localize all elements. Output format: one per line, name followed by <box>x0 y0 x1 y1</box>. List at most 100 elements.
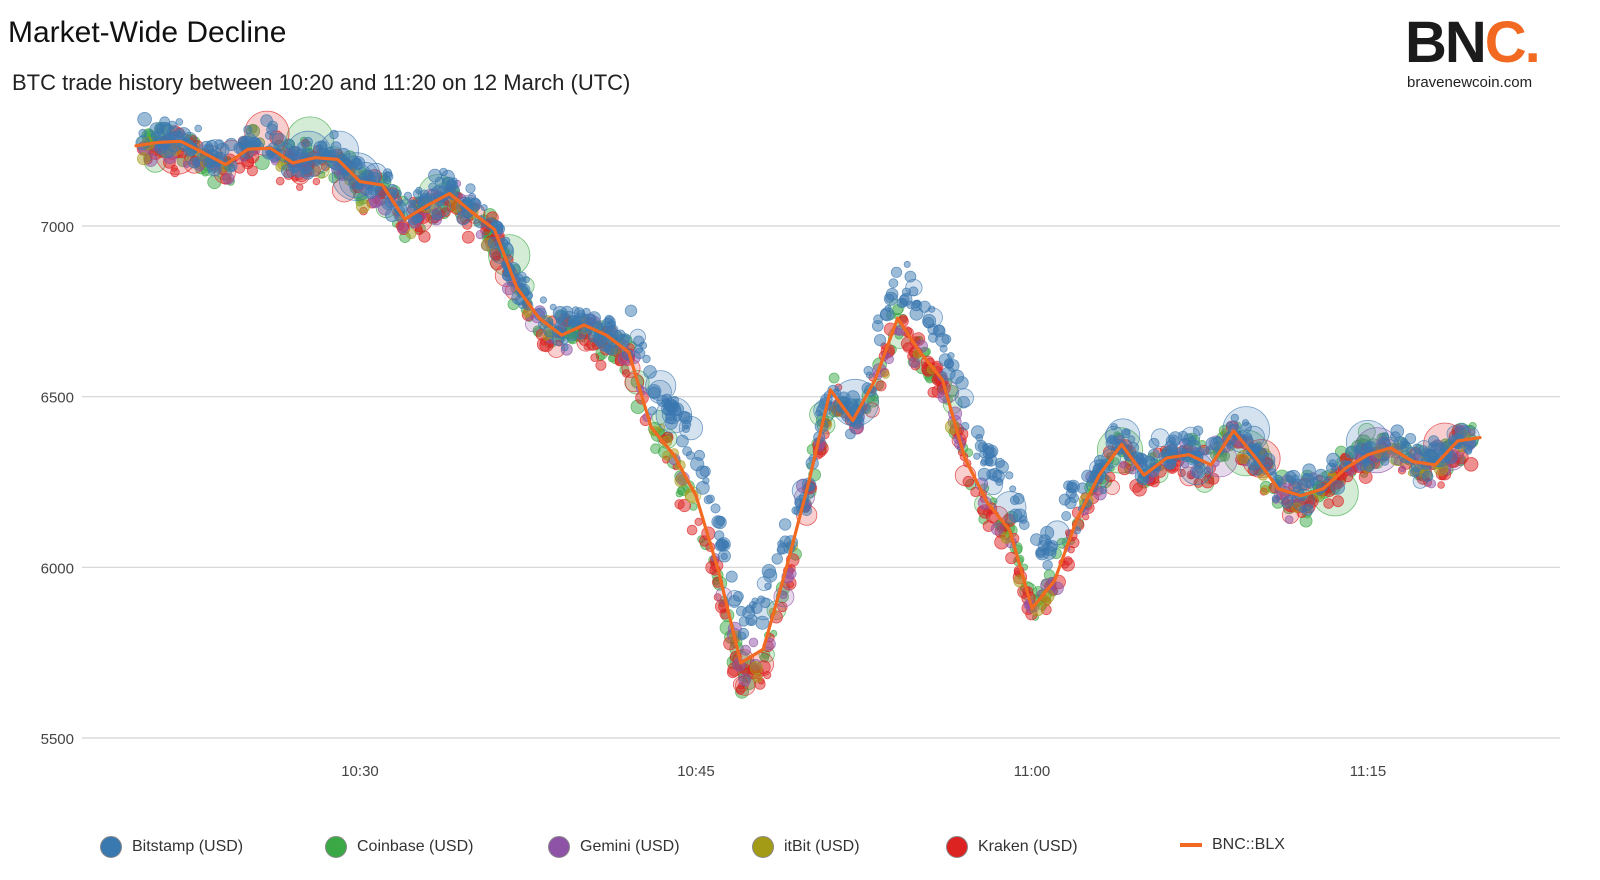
trade-dot-bitstamp <box>1009 495 1020 506</box>
trade-dot-kraken <box>677 498 692 513</box>
legend-dot-swatch <box>946 836 968 858</box>
trade-dot-bitstamp <box>431 209 443 221</box>
legend-item[interactable]: Gemini (USD) <box>548 836 680 858</box>
trade-dot-bitstamp <box>904 270 917 283</box>
trade-dot-kraken <box>246 165 258 177</box>
trade-dot-bitstamp <box>522 275 530 283</box>
trade-dot-itbit <box>1260 485 1271 496</box>
trade-dot-kraken <box>461 230 475 244</box>
trade-dot-bitstamp <box>267 120 279 132</box>
trade-dot-bitstamp <box>1042 559 1053 571</box>
trade-dot-bitstamp <box>885 293 895 303</box>
trade-dot-bitstamp <box>137 112 152 127</box>
trade-dot-bitstamp <box>624 304 638 318</box>
trade-dot-gemini <box>990 522 1004 536</box>
x-tick-label: 11:15 <box>1350 763 1386 780</box>
trade-dot-gemini <box>475 230 485 240</box>
trade-dot-bitstamp <box>1400 438 1408 447</box>
trade-dot-bitstamp <box>984 456 994 467</box>
logo-mark-main: BN <box>1405 10 1487 75</box>
trade-dot-bitstamp <box>1230 413 1239 423</box>
trade-dot-bitstamp <box>386 183 398 195</box>
trade-dot-bitstamp <box>791 506 800 515</box>
legend-label: BNC::BLX <box>1212 836 1285 853</box>
trade-dot-bitstamp <box>661 404 683 425</box>
trade-dot-bitstamp <box>871 320 884 332</box>
trade-dot-bitstamp <box>228 164 236 172</box>
y-tick-label: 5500 <box>41 731 74 748</box>
trade-dot-bitstamp <box>873 333 887 347</box>
trade-dot-coinbase <box>828 372 840 384</box>
trade-dot-bitstamp <box>604 315 616 328</box>
trade-dot-bitstamp <box>884 304 892 312</box>
trade-dot-bitstamp <box>737 627 750 640</box>
trade-dot-bitstamp <box>586 314 596 323</box>
trade-dot-bitstamp <box>1064 497 1077 510</box>
trade-dot-kraken <box>1437 481 1445 489</box>
trade-dot-bitstamp <box>1061 510 1072 521</box>
trade-dot-bitstamp <box>1381 432 1389 440</box>
trade-dot-bitstamp <box>224 137 238 152</box>
trade-dot-bitstamp <box>480 204 488 212</box>
trade-dot-bitstamp <box>297 141 307 152</box>
legend-item[interactable]: BNC::BLX <box>1180 836 1285 854</box>
trade-dot-bitstamp <box>970 425 985 439</box>
trade-dot-bitstamp <box>941 334 952 345</box>
trade-dot-itbit <box>355 199 371 214</box>
trade-dot-bitstamp <box>351 158 363 170</box>
trade-dot-bitstamp <box>567 315 581 329</box>
trade-dot-kraken <box>170 164 178 172</box>
trade-dot-bitstamp <box>714 530 725 541</box>
trade-dot-bitstamp <box>720 552 728 561</box>
trade-dot-bitstamp <box>913 299 922 307</box>
trade-dot-itbit <box>406 229 417 240</box>
trade-dot-bitstamp <box>973 452 981 460</box>
trade-dot-bitstamp <box>560 305 574 319</box>
trade-dot-bitstamp <box>927 323 939 335</box>
trade-dot-bitstamp <box>539 296 548 304</box>
trade-dot-bitstamp <box>1005 471 1014 480</box>
trade-dot-itbit <box>881 370 890 379</box>
legend-dot-swatch <box>100 836 122 858</box>
x-tick-label: 11:00 <box>1014 763 1050 780</box>
trade-dot-bitstamp <box>1203 466 1211 474</box>
legend-item[interactable]: itBit (USD) <box>752 836 860 858</box>
chart-subtitle: BTC trade history between 10:20 and 11:2… <box>12 70 631 95</box>
trade-dot-bitstamp <box>1292 474 1300 482</box>
trade-dot-bitstamp <box>1109 437 1118 445</box>
trade-dot-bitstamp <box>845 428 856 440</box>
trade-dot-bitstamp <box>214 139 225 150</box>
trade-dot-kraken <box>1323 498 1334 509</box>
legend-item[interactable]: Kraken (USD) <box>946 836 1078 858</box>
logo-mark: BNC. <box>1405 14 1585 72</box>
trade-dot-bitstamp <box>1099 486 1108 495</box>
trade-dot-gemini <box>893 327 902 336</box>
legend-item[interactable]: Coinbase (USD) <box>325 836 473 858</box>
chart-title: Market-Wide Decline <box>8 16 287 49</box>
trade-dot-bitstamp <box>1412 473 1428 489</box>
trade-dot-gemini <box>1398 465 1406 473</box>
trade-dot-bitstamp <box>726 590 743 607</box>
trade-dot-bitstamp <box>1345 445 1358 459</box>
trade-dot-bitstamp <box>1127 435 1136 444</box>
trade-dot-kraken <box>1332 495 1344 508</box>
trade-dot-bitstamp <box>715 515 726 526</box>
trade-dot-kraken <box>1463 456 1479 472</box>
trade-dot-bitstamp <box>761 564 777 579</box>
trade-dot-bitstamp <box>776 546 786 555</box>
blx-series-line <box>134 139 1482 665</box>
trade-dot-bitstamp <box>1037 539 1050 552</box>
trade-dot-bitstamp <box>647 384 662 399</box>
trade-dot-bitstamp <box>1302 503 1314 516</box>
trade-dot-itbit <box>657 423 666 431</box>
trade-dot-bitstamp <box>1330 480 1345 495</box>
trade-dot-gemini <box>740 644 751 656</box>
trade-dot-bitstamp <box>1143 455 1156 469</box>
trade-dot-itbit <box>662 450 673 461</box>
legend-item[interactable]: Bitstamp (USD) <box>100 836 243 858</box>
trade-dot-bitstamp <box>1309 476 1319 487</box>
trade-dot-bitstamp <box>695 465 710 480</box>
trade-dots <box>135 110 1480 699</box>
trade-dot-gemini <box>884 354 895 365</box>
trade-dot-bitstamp <box>576 329 586 340</box>
